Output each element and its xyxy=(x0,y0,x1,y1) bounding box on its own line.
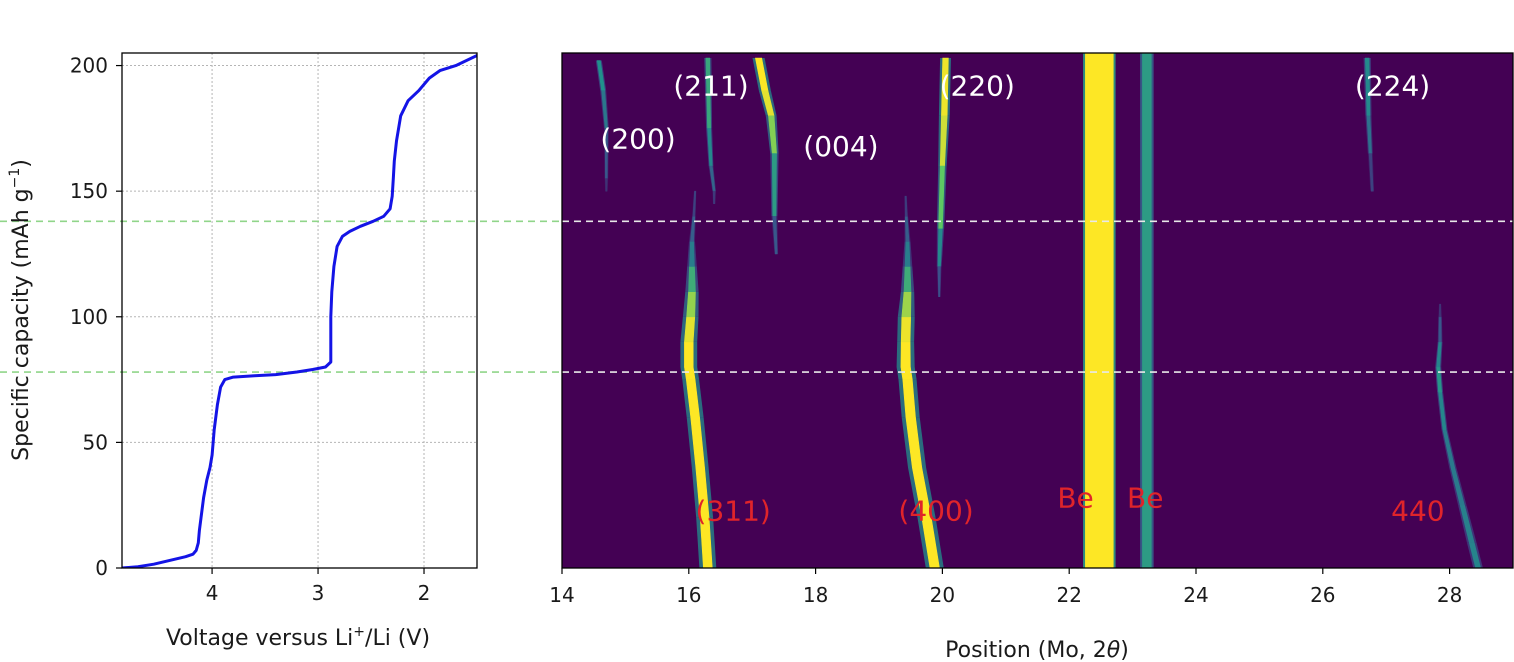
heatmap-x-tick-label: 16 xyxy=(676,583,701,607)
left-reference-lines xyxy=(0,220,562,373)
peak-label: 440 xyxy=(1391,494,1444,527)
heatmap-ticks: 14 16 18 20 22 24 26 28 xyxy=(549,568,1462,607)
voltage-x-axis-label: Voltage versus Li+/Li (V) xyxy=(166,624,430,651)
peak-label: (311) xyxy=(696,494,771,527)
peak-labels: (311) (400) 440 (200) (211) (004) (220) (224) Be… xyxy=(600,70,1444,528)
diffraction-trace xyxy=(712,190,716,204)
diffraction-trace xyxy=(692,190,697,217)
peak-label: (400) xyxy=(898,494,973,527)
diffraction-trace xyxy=(1368,153,1374,192)
peak-label: Be xyxy=(1057,482,1093,515)
voltage-y-tick-label: 0 xyxy=(95,556,108,580)
voltage-y-tick-label: 150 xyxy=(70,179,108,203)
voltage-x-tick-label: 4 xyxy=(206,581,219,605)
diffraction-heatmap: (311) (400) 440 (200) (211) (004) (220) (224) Be… xyxy=(549,52,1514,662)
voltage-y-axis-label: Specific capacity (mAh g−1) xyxy=(7,159,34,461)
heatmap-x-tick-label: 18 xyxy=(803,583,828,607)
diffraction-trace xyxy=(772,216,778,255)
voltage-series-line xyxy=(122,54,477,568)
diffraction-trace xyxy=(900,316,912,343)
voltage-grid xyxy=(122,53,477,569)
heatmap-x-tick-label: 24 xyxy=(1183,583,1208,607)
be-band xyxy=(1085,53,1114,568)
peak-label: (224) xyxy=(1355,70,1430,103)
voltage-plot-frame xyxy=(121,52,478,569)
peak-label: Be xyxy=(1127,482,1163,515)
right-reference-lines xyxy=(562,220,1513,373)
heatmap-x-tick-label: 22 xyxy=(1056,583,1081,607)
diffraction-trace xyxy=(686,291,696,318)
be-band xyxy=(1142,53,1152,568)
diffraction-traces xyxy=(595,53,1483,568)
diffraction-trace xyxy=(605,178,608,192)
diffraction-trace xyxy=(684,341,694,368)
diffraction-trace xyxy=(900,366,913,380)
diffraction-trace xyxy=(900,341,911,368)
peak-label: (220) xyxy=(940,70,1015,103)
peak-label: (004) xyxy=(803,130,878,163)
diffraction-trace xyxy=(904,195,908,217)
diffraction-trace xyxy=(904,241,911,267)
diffraction-trace xyxy=(1438,316,1442,343)
heatmap-x-tick-label: 14 xyxy=(549,583,574,607)
diffraction-trace xyxy=(684,366,696,380)
diffraction-trace xyxy=(688,266,696,293)
voltage-y-tick-label: 200 xyxy=(70,54,108,78)
peak-label: (211) xyxy=(673,70,748,103)
voltage-series xyxy=(122,54,477,568)
heatmap-x-tick-label: 26 xyxy=(1310,583,1335,607)
voltage-y-tick-label: 50 xyxy=(83,430,108,454)
voltage-capacity-chart: 4 3 2 0 50 100 150 200 Voltage versus Li+/Li (V… xyxy=(0,52,562,651)
diffraction-trace xyxy=(1438,303,1442,318)
diffraction-trace xyxy=(771,153,777,217)
peak-label: (200) xyxy=(600,122,675,155)
voltage-ticks: 4 3 2 0 50 100 150 200 xyxy=(70,54,431,605)
voltage-x-tick-label: 3 xyxy=(312,581,325,605)
heatmap-x-tick-label: 20 xyxy=(930,583,955,607)
heatmap-frame xyxy=(561,52,1514,569)
heatmap-x-axis-label: Position (Mo, 2θ) xyxy=(945,638,1129,662)
voltage-x-tick-label: 2 xyxy=(418,581,431,605)
diffraction-trace xyxy=(937,266,941,298)
diffraction-trace xyxy=(689,241,695,267)
heatmap-x-tick-label: 28 xyxy=(1437,583,1462,607)
diffraction-trace xyxy=(903,266,912,293)
heatmap-background xyxy=(562,53,1513,568)
voltage-y-tick-label: 100 xyxy=(70,305,108,329)
